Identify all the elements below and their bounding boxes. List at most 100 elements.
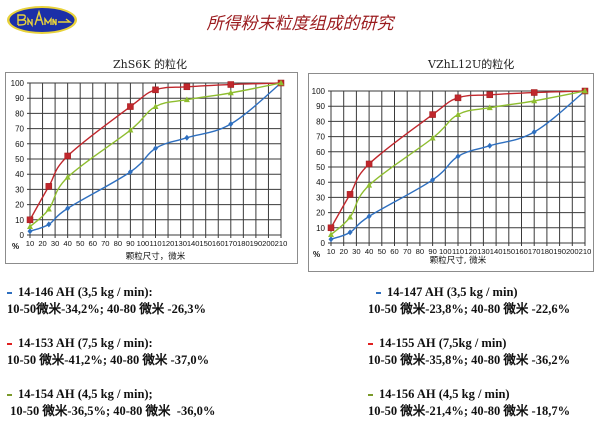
- legend-detail-14-146: 10-50微米-34,2%; 40-80 微米 -26,3%: [7, 302, 206, 316]
- slide-title: 所得粉末粒度组成的研究: [206, 14, 394, 34]
- triangle-marker-icon: [347, 213, 354, 220]
- series-line: [27, 79, 284, 230]
- square-marker-icon: [64, 152, 71, 160]
- diamond-marker-icon: [153, 145, 158, 152]
- x-tick-label: 210: [579, 247, 592, 256]
- triangle-marker-icon: [531, 97, 538, 104]
- x-tick-label: 190: [250, 239, 263, 248]
- left-chart: 0 10 20 30 40 50 60 70 80 90 100 10 20 30 40 50 60 70 80 90…: [5, 72, 298, 264]
- diamond-marker-icon: [531, 129, 537, 136]
- y-tick-label: 30: [316, 193, 325, 202]
- legend-item-14-154: 14-154 AH (4,5 kg / min);: [7, 386, 215, 403]
- x-tick-label: 10: [26, 239, 34, 248]
- series-line: [328, 88, 588, 243]
- x-tick-label: 140: [187, 239, 200, 248]
- series-line: [26, 79, 285, 224]
- diamond-marker-icon: [347, 229, 353, 236]
- x-tick-label: 150: [199, 239, 212, 248]
- square-marker-icon: [26, 216, 34, 224]
- triangle-marker-icon: [278, 79, 284, 86]
- y-tick-label: 60: [316, 148, 325, 157]
- x-tick-label: 130: [174, 239, 187, 248]
- triangle-marker-icon: [45, 205, 52, 212]
- diamond-marker-icon: [65, 205, 71, 212]
- y-tick-label: 40: [15, 170, 24, 179]
- triangle-marker-icon: [227, 89, 234, 96]
- red-series-marker: [7, 343, 12, 346]
- triangle-marker-icon: [27, 223, 33, 230]
- legend-item-14-146: 14-146 AH (3,5 kg / min):: [7, 284, 215, 301]
- y-axis-label: %: [12, 242, 19, 251]
- green-series-marker: [7, 394, 12, 397]
- square-marker-icon: [327, 224, 335, 232]
- triangle-marker-icon: [582, 87, 588, 94]
- x-tick-label: 180: [237, 239, 250, 248]
- square-marker-icon: [486, 91, 493, 99]
- legend-item-14-147: 14-147 AH (3,5 kg / min): [368, 284, 570, 301]
- blue-series-marker: [376, 292, 381, 295]
- y-tick-label: 90: [316, 102, 325, 111]
- diamond-marker-icon: [46, 221, 52, 228]
- y-tick-label: 30: [15, 185, 24, 194]
- square-marker-icon: [530, 89, 538, 96]
- y-axis-label: %: [313, 250, 320, 259]
- x-tick-label: 120: [162, 239, 175, 248]
- x-tick-label: 50: [76, 239, 84, 248]
- x-tick-label: 100: [137, 239, 150, 248]
- x-tick-label: 210: [275, 239, 288, 248]
- diamond-marker-icon: [328, 236, 334, 243]
- legend-item-14-156: 14-156 AH (4,5 kg / min): [368, 386, 570, 403]
- x-tick-label: 70: [101, 239, 109, 248]
- triangle-marker-icon: [486, 104, 493, 111]
- legend-detail-14-154: 10-50 微米-36,5%; 40-80 微米 -36,0%: [7, 404, 216, 418]
- square-marker-icon: [45, 183, 53, 190]
- left-chart-title: ZhS6K 的粒化: [113, 58, 187, 71]
- x-tick-label: 60: [390, 247, 398, 256]
- x-tick-label: 10: [327, 247, 335, 256]
- x-tick-label: 160: [515, 247, 528, 256]
- x-tick-label: 20: [339, 247, 347, 256]
- square-marker-icon: [127, 103, 134, 110]
- y-tick-label: 20: [15, 201, 24, 210]
- diamond-marker-icon: [228, 121, 234, 128]
- x-tick-label: 40: [63, 239, 71, 248]
- x-tick-label: 100: [439, 247, 452, 256]
- y-tick-label: 80: [316, 117, 325, 126]
- triangle-marker-icon: [127, 126, 134, 133]
- x-tick-label: 160: [212, 239, 225, 248]
- x-tick-label: 80: [114, 239, 122, 248]
- triangle-marker-icon: [429, 134, 436, 141]
- green-series-marker: [368, 394, 373, 397]
- diamond-marker-icon: [184, 134, 190, 141]
- x-tick-label: 110: [452, 247, 464, 256]
- square-marker-icon: [429, 111, 436, 118]
- diamond-marker-icon: [455, 153, 461, 160]
- legend-right: 14-147 AH (3,5 kg / min) 10-50 微米-23,8%;…: [368, 284, 570, 420]
- triangle-marker-icon: [328, 231, 334, 238]
- y-tick-label: 50: [316, 163, 325, 172]
- x-tick-label: 30: [51, 239, 59, 248]
- series-line: [327, 87, 589, 232]
- x-tick-label: 30: [352, 247, 360, 256]
- y-tick-label: 50: [15, 155, 24, 164]
- y-tick-label: 80: [15, 109, 24, 118]
- x-tick-label: 190: [553, 247, 566, 256]
- square-marker-icon: [152, 86, 159, 94]
- triangle-marker-icon: [64, 174, 71, 180]
- red-series-marker: [368, 343, 373, 346]
- right-chart-title: VZhL12U的粒化: [428, 58, 515, 71]
- legend-item-14-153: 14-153 AH (7,5 kg / min):: [7, 335, 215, 352]
- x-tick-label: 200: [262, 239, 275, 248]
- x-tick-label: 180: [541, 247, 554, 256]
- y-tick-label: 0: [321, 239, 326, 248]
- y-tick-label: 100: [11, 79, 25, 88]
- legend-left: 14-146 AH (3,5 kg / min): 10-50微米-34,2%;…: [7, 284, 215, 420]
- diamond-marker-icon: [366, 213, 372, 220]
- triangle-marker-icon: [183, 96, 190, 103]
- legend-detail-14-153: 10-50 微米-41,2%; 40-80 微米 -37,0%: [7, 353, 210, 367]
- y-tick-label: 70: [316, 133, 325, 142]
- x-tick-label: 130: [477, 247, 490, 256]
